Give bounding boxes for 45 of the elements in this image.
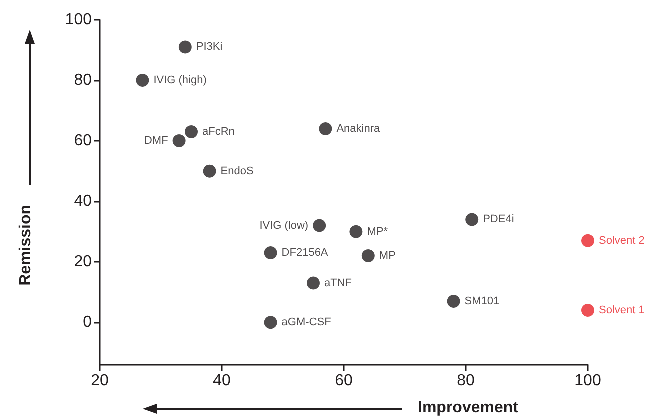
point xyxy=(582,304,594,318)
point xyxy=(264,246,278,260)
annotation: DF2156A xyxy=(282,247,329,260)
annotation: Anakinra xyxy=(336,122,381,135)
x-tick-label: 40 xyxy=(213,372,231,390)
annotation: EndoS xyxy=(220,165,254,178)
annotation: aGM-CSF xyxy=(282,316,332,329)
annotation: SM101 xyxy=(464,295,500,308)
x-tick-label: 80 xyxy=(457,372,475,390)
x-tick-label: 100 xyxy=(574,372,602,390)
annotation: Solvent 1 xyxy=(599,304,645,317)
point xyxy=(264,316,278,330)
annotation: PI3Ki xyxy=(196,41,223,54)
point xyxy=(319,122,332,136)
point xyxy=(466,213,479,226)
point xyxy=(307,276,320,290)
point xyxy=(178,40,192,54)
point xyxy=(447,294,460,308)
point xyxy=(313,219,326,232)
annotation: DMF xyxy=(144,135,169,148)
annotation: Solvent 2 xyxy=(599,234,645,247)
point xyxy=(362,250,375,263)
annotation: IVIG (low) xyxy=(260,220,309,232)
annotation: PDE4i xyxy=(483,214,514,226)
x-tick-label: 60 xyxy=(335,372,353,390)
x-tick-label: 20 xyxy=(91,372,109,390)
y-tick-label: 100 xyxy=(65,12,92,28)
y-axis-title: Remission xyxy=(18,204,34,286)
point xyxy=(203,164,216,178)
point xyxy=(350,225,363,238)
annotation: aTNF xyxy=(324,277,352,290)
y-tick-label: 40 xyxy=(74,193,92,210)
point xyxy=(172,134,186,148)
annotation: aFcRn xyxy=(202,126,235,138)
y-tick-label: 80 xyxy=(74,72,92,90)
point xyxy=(185,125,198,138)
x-axis-title: Improvement xyxy=(418,400,520,416)
annotation: IVIG (high) xyxy=(154,74,207,87)
y-tick-label: 0 xyxy=(83,314,92,332)
point xyxy=(582,234,594,248)
point xyxy=(136,74,150,88)
annotation: MP xyxy=(379,250,396,262)
y-tick-label: 60 xyxy=(74,132,92,150)
y-tick-label: 20 xyxy=(74,254,92,271)
annotation: MP* xyxy=(367,226,389,238)
